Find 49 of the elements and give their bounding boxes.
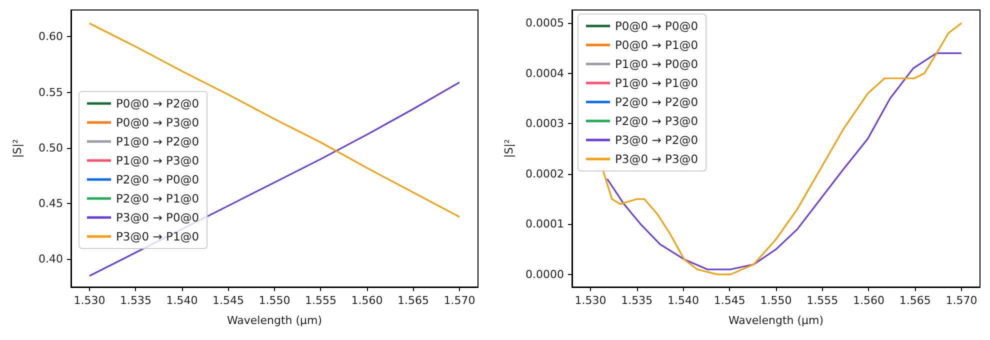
x-axis-title: Wavelength (μm) <box>728 314 824 327</box>
legend-label: P2@0 → P1@0 <box>116 192 200 206</box>
x-tick-label: 1.560 <box>852 294 884 307</box>
legend-label: P1@0 → P0@0 <box>615 57 698 71</box>
y-tick-label: 0.45 <box>38 197 63 210</box>
x-tick-label: 1.550 <box>258 294 290 307</box>
x-tick-label: 1.565 <box>899 294 931 307</box>
x-tick-label: 1.530 <box>574 294 606 307</box>
x-tick-label: 1.570 <box>444 294 476 307</box>
y-tick-label: 0.0002 <box>526 167 564 180</box>
x-tick-label: 1.545 <box>714 294 746 307</box>
y-tick-label: 0.55 <box>38 86 63 99</box>
x-axis-title: Wavelength (μm) <box>226 314 322 327</box>
legend-label: P2@0 → P0@0 <box>116 172 200 186</box>
y-tick-label: 0.40 <box>38 252 63 266</box>
x-tick-label: 1.545 <box>212 294 244 307</box>
x-tick-label: 1.540 <box>668 294 700 307</box>
x-tick-label: 1.540 <box>166 294 198 307</box>
y-tick-label: 0.50 <box>38 141 63 154</box>
x-tick-label: 1.555 <box>806 294 838 307</box>
legend-label: P0@0 → P3@0 <box>116 116 200 130</box>
legend-label: P2@0 → P3@0 <box>615 114 698 128</box>
legend-label: P1@0 → P1@0 <box>615 76 698 90</box>
x-tick-label: 1.535 <box>621 294 653 307</box>
legend-label: P3@0 → P0@0 <box>116 210 200 224</box>
x-tick-label: 1.565 <box>398 294 429 307</box>
x-tick-label: 1.555 <box>305 294 336 307</box>
x-tick-label: 1.535 <box>120 294 152 307</box>
legend-label: P1@0 → P2@0 <box>116 134 200 148</box>
legend-label: P3@0 → P3@0 <box>615 152 698 166</box>
x-tick-label: 1.560 <box>351 294 383 307</box>
y-tick-label: 0.0003 <box>526 117 564 130</box>
legend-label: P0@0 → P1@0 <box>615 38 698 52</box>
legend-label: P3@0 → P1@0 <box>116 230 200 244</box>
y-tick-label: 0.0001 <box>526 218 564 231</box>
x-tick-label: 1.530 <box>74 294 106 307</box>
legend-label: P0@0 → P2@0 <box>116 96 200 110</box>
y-tick-label: 0.0005 <box>526 16 564 30</box>
legend-label: P0@0 → P0@0 <box>615 19 698 33</box>
x-tick-label: 1.570 <box>946 294 978 307</box>
y-axis-title: |S|² <box>11 139 24 158</box>
y-tick-label: 0.60 <box>38 30 63 44</box>
x-tick-label: 1.550 <box>760 294 792 307</box>
y-tick-label: 0.0004 <box>526 66 564 80</box>
legend-label: P1@0 → P3@0 <box>116 154 200 168</box>
legend-label: P2@0 → P2@0 <box>615 95 698 109</box>
y-tick-label: 0.0000 <box>526 268 564 281</box>
legend-label: P3@0 → P2@0 <box>615 133 698 147</box>
y-axis-title: |S|² <box>502 139 516 158</box>
